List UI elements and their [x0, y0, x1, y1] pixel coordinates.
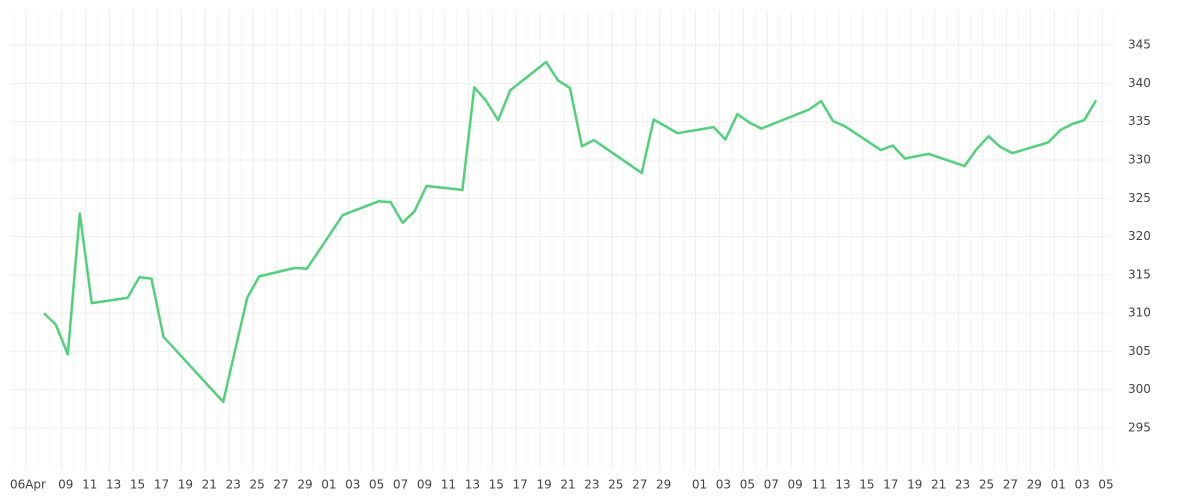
x-tick-label: 03 [1074, 478, 1089, 492]
y-tick-label: 305 [1128, 344, 1151, 358]
x-tick-label: 11 [441, 478, 456, 492]
x-tick-label: 09 [417, 478, 432, 492]
price-line [43, 60, 1098, 404]
x-tick-label: 05 [1098, 478, 1113, 492]
x-tick-label: 17 [513, 478, 528, 492]
x-tick-label: 03 [345, 478, 360, 492]
x-tick-label: 27 [1003, 478, 1018, 492]
x-tick-label: 25 [249, 478, 264, 492]
x-tick-label: 13 [106, 478, 121, 492]
y-tick-label: 300 [1128, 382, 1151, 396]
x-tick-label: 21 [202, 478, 217, 492]
x-tick-label: 07 [764, 478, 779, 492]
x-tick-label: 23 [955, 478, 970, 492]
y-tick-label: 295 [1128, 420, 1151, 434]
x-tick-label: 25 [608, 478, 623, 492]
y-tick-label: 325 [1128, 191, 1151, 205]
x-tick-label: 29 [1027, 478, 1042, 492]
x-tick-label: 19 [536, 478, 551, 492]
x-tick-label: 15 [489, 478, 504, 492]
x-tick-label: 13 [835, 478, 850, 492]
x-tick-label: 01 [1051, 478, 1066, 492]
x-tick-label: 23 [226, 478, 241, 492]
x-tick-label: 29 [297, 478, 312, 492]
x-tick-label: 19 [178, 478, 193, 492]
x-tick-label: 29 [656, 478, 671, 492]
x-tick-label: 19 [907, 478, 922, 492]
x-tick-label: 27 [273, 478, 288, 492]
y-tick-label: 340 [1128, 76, 1151, 90]
x-tick-label: 15 [859, 478, 874, 492]
x-tick-label: 13 [465, 478, 480, 492]
x-tick-label: 05 [369, 478, 384, 492]
y-tick-label: 335 [1128, 114, 1151, 128]
y-tick-label: 345 [1128, 38, 1151, 52]
x-tick-label: 01 [692, 478, 707, 492]
x-tick-label: 17 [883, 478, 898, 492]
x-tick-label: 01 [321, 478, 336, 492]
x-tick-label: 05 [740, 478, 755, 492]
x-tick-label: 07 [393, 478, 408, 492]
x-tick-label: 21 [931, 478, 946, 492]
x-tick-label: 25 [979, 478, 994, 492]
y-tick-label: 315 [1128, 267, 1151, 281]
x-tick-label: 03 [716, 478, 731, 492]
x-tick-label: 17 [154, 478, 169, 492]
x-tick-label: 09 [788, 478, 803, 492]
x-tick-label: 21 [560, 478, 575, 492]
y-tick-label: 310 [1128, 306, 1151, 320]
x-tick-label: 06Apr [10, 478, 46, 492]
y-tick-label: 320 [1128, 229, 1151, 243]
x-tick-label: 11 [811, 478, 826, 492]
y-tick-label: 330 [1128, 153, 1151, 167]
x-tick-label: 11 [82, 478, 97, 492]
x-tick-label: 09 [58, 478, 73, 492]
x-tick-label: 15 [130, 478, 145, 492]
x-tick-label: 27 [632, 478, 647, 492]
x-tick-label: 23 [584, 478, 599, 492]
